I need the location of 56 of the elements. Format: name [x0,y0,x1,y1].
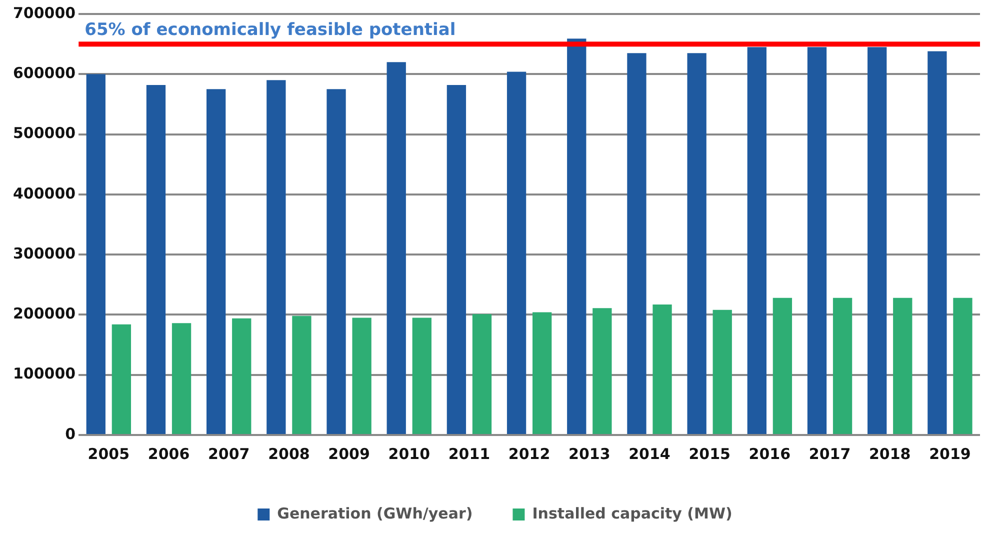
x-tick-label: 2015 [688,444,730,463]
y-tick-label: 500000 [12,124,76,142]
bar [953,298,972,434]
x-tick-label: 2013 [568,444,610,463]
bar [352,318,372,434]
x-tick-label: 2019 [929,444,971,463]
bar [266,80,286,434]
y-tick-label: 200000 [12,304,76,323]
x-tick-label: 2006 [148,444,190,463]
bar [567,38,586,434]
x-tick-label: 2014 [628,444,670,463]
y-tick-label: 0 [65,424,76,443]
x-tick-label: 2010 [388,444,430,463]
bar [592,308,612,434]
x-tick-label: 2012 [508,444,550,463]
bar [232,318,252,434]
bar [893,298,912,434]
x-tick-label: 2016 [748,444,791,463]
legend-label: Installed capacity (MW) [532,504,732,522]
y-tick-label: 100000 [12,364,76,383]
legend-label: Generation (GWh/year) [277,504,473,522]
bar [868,47,887,434]
y-tick-label: 700000 [12,4,76,22]
x-tick-label: 2011 [448,444,490,463]
x-tick-label: 2007 [208,444,250,463]
bar [206,89,226,434]
bar [472,314,492,434]
bar [446,84,466,434]
bar [772,298,792,434]
bar [928,51,947,434]
y-tick-label: 400000 [12,184,76,202]
bar [86,74,106,434]
bar [687,53,706,434]
bar [386,62,406,434]
bar [506,72,526,434]
bar [652,304,672,434]
x-tick-label: 2005 [88,444,130,463]
bar [807,47,827,434]
bar [326,89,346,434]
x-tick-label: 2009 [328,444,370,463]
bar [146,84,166,434]
bar [532,312,552,434]
bar [747,47,766,434]
x-tick-label: 2018 [868,444,911,463]
ref-line-label: 65% of economically feasible potential [84,20,456,40]
bar [292,316,312,434]
bar [832,298,852,434]
bar [412,318,432,434]
x-tick-label: 2017 [808,444,851,463]
y-tick-label: 300000 [12,244,76,262]
bar [627,53,646,434]
bar [712,310,732,434]
bar [172,323,192,434]
x-tick-label: 2008 [268,444,310,463]
y-tick-label: 600000 [12,64,76,82]
bar [112,324,132,434]
